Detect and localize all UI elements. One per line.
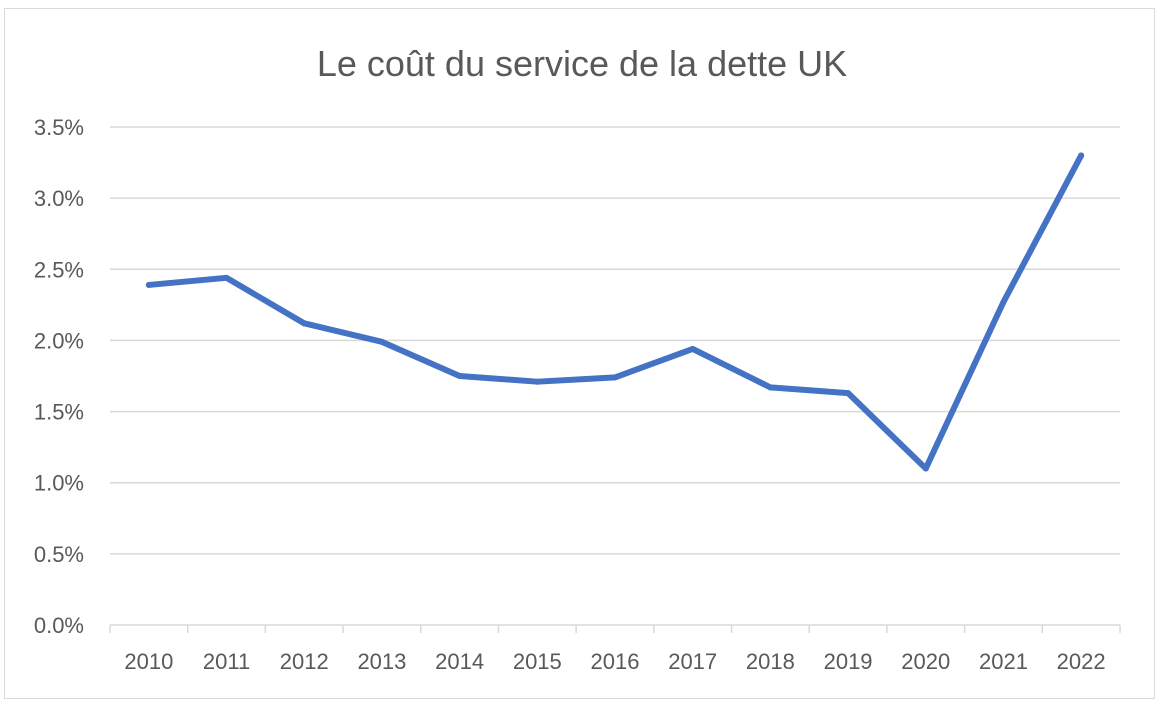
y-tick-label: 0.5% [34,542,84,567]
x-tick-label: 2017 [668,649,717,674]
x-tick-label: 2011 [203,649,250,674]
data-point [145,281,152,288]
y-tick-label: 3.0% [34,186,84,211]
x-tick-label: 2014 [435,649,484,674]
data-point [689,345,696,352]
data-point [534,378,541,385]
x-tick-label: 2010 [124,649,173,674]
x-tick-label: 2021 [979,649,1028,674]
series-layer [145,152,1085,472]
data-point [223,274,230,281]
data-point [845,390,852,397]
x-tick-label: 2015 [513,649,562,674]
y-tick-label: 2.0% [34,328,84,353]
x-axis: 2010 2011 2012 2013 2014 2015 2016 2017 2018 2019… [109,624,1121,674]
series-line [145,152,1085,472]
data-point [1000,299,1007,306]
x-tick-label: 2018 [746,649,795,674]
x-tick-label: 2016 [591,649,640,674]
y-tick-label: 0.0% [34,613,84,638]
y-tick-label: 3.5% [34,115,84,140]
y-tick-label: 1.5% [34,400,84,425]
y-axis-ticks: 0.0% 0.5% 1.0% 1.5% 2.0% 2.5% 3.0% 3.5% [34,115,84,638]
x-tick-label: 2013 [357,649,406,674]
data-point [922,465,929,472]
x-tick-label: 2019 [824,649,873,674]
data-point [456,373,463,379]
data-point [378,338,385,345]
data-point [767,384,774,391]
data-point [1078,152,1085,159]
y-tick-label: 2.5% [34,257,84,282]
x-tick-label: 2012 [280,649,329,674]
data-point [612,374,618,381]
x-tick-label: 2022 [1057,649,1106,674]
chart-title: Le coût du service de la dette UK [317,43,847,84]
gridlines [110,126,1120,555]
y-tick-label: 1.0% [34,471,84,496]
x-tick-label: 2020 [901,649,950,674]
data-point [301,320,308,327]
chart-frame [4,8,1155,699]
